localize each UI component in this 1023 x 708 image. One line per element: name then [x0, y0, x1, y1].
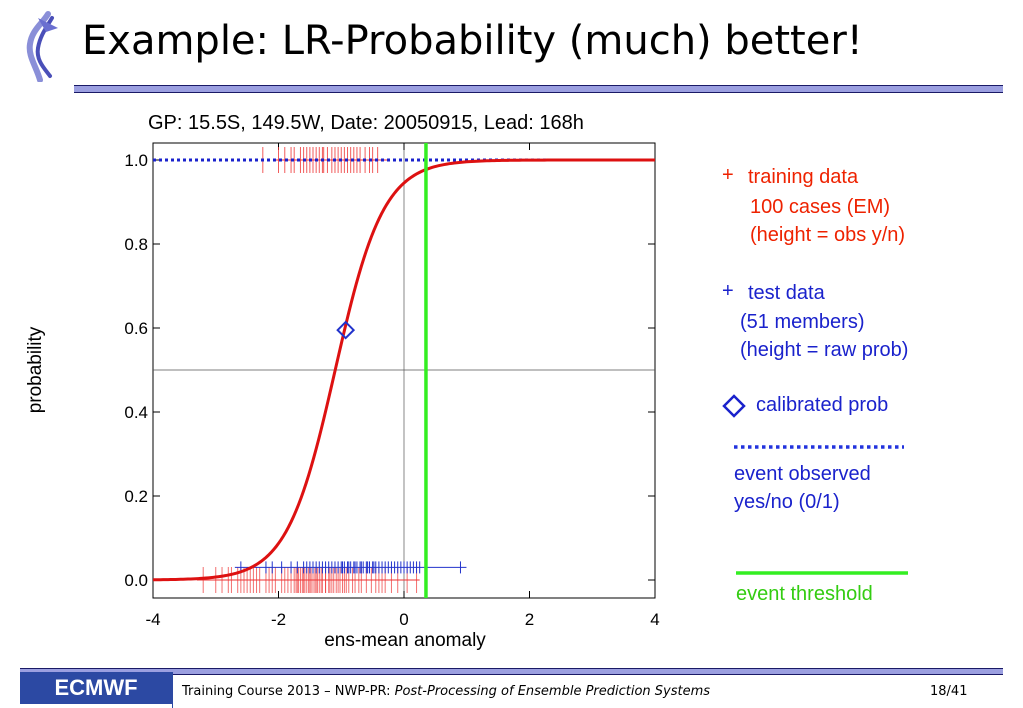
- ecmwf-logo-icon: [26, 11, 58, 82]
- x-tick-label: -4: [145, 610, 160, 629]
- x-tick-label: 2: [525, 610, 534, 629]
- footer-course: Training Course 2013 – NWP-PR:: [182, 684, 395, 699]
- training-marker: +: [722, 164, 734, 186]
- logistic-curve: [152, 158, 655, 582]
- legend-observed-values: yes/no (0/1): [734, 491, 840, 513]
- test-marker: +: [722, 280, 734, 302]
- chart-title: GP: 15.5S, 149.5W, Date: 20050915, Lead:…: [148, 112, 584, 134]
- y-tick-label: 0.2: [124, 487, 148, 506]
- x-tick-label: 0: [399, 610, 408, 629]
- legend-test-members: (51 members): [740, 311, 865, 333]
- calibrated-prob-point: [336, 320, 356, 340]
- x-tick-label: -2: [271, 610, 286, 629]
- page-number: 18/41: [930, 684, 968, 699]
- footer-course-text: Training Course 2013 – NWP-PR: Post-Proc…: [182, 684, 710, 699]
- legend-observed-label: event observed: [734, 463, 871, 485]
- title-divider: [74, 85, 1003, 93]
- y-tick-label: 0.0: [124, 571, 148, 590]
- x-axis-label: ens-mean anomaly: [324, 630, 486, 651]
- y-tick-label: 0.8: [124, 235, 148, 254]
- legend-test-label: test data: [748, 282, 825, 304]
- footer-topic: Post-Processing of Ensemble Prediction S…: [394, 684, 711, 699]
- footer-divider: [20, 668, 1003, 675]
- slide-title: Example: LR-Probability (much) better!: [82, 18, 863, 64]
- footer-logo-border: [172, 672, 173, 708]
- legend-training-cases: 100 cases (EM): [750, 196, 891, 218]
- legend-test-height: (height = raw prob): [740, 339, 909, 361]
- legend-training-label: training data: [748, 166, 859, 188]
- x-tick-label: 4: [650, 610, 659, 629]
- legend-calibrated: calibrated prob: [756, 394, 889, 416]
- legend-training-height: (height = obs y/n): [750, 224, 906, 246]
- diamond-icon: [722, 394, 746, 418]
- legend-observed-line: [734, 445, 904, 449]
- y-tick-label: 1.0: [124, 151, 148, 170]
- legend-threshold-line: [736, 571, 908, 575]
- y-tick-label: 0.6: [124, 319, 148, 338]
- footer-logo: ECMWF: [20, 672, 172, 704]
- legend-threshold-label: event threshold: [736, 583, 873, 605]
- y-tick-label: 0.4: [124, 403, 148, 422]
